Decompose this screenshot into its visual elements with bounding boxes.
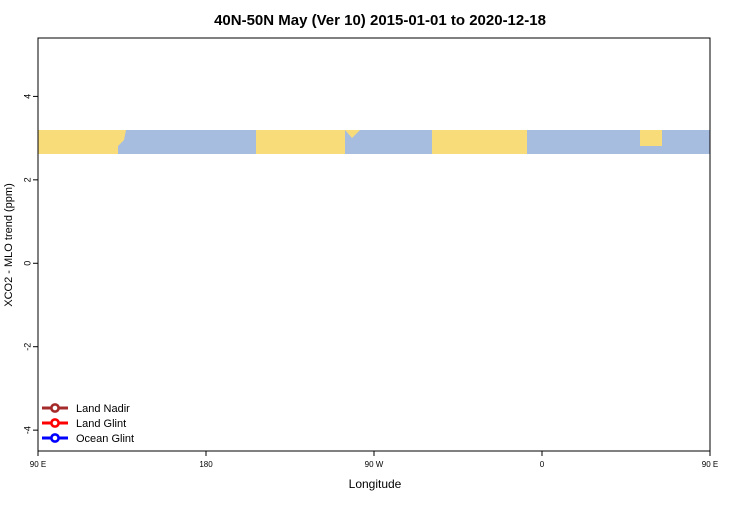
legend-swatch-marker — [50, 433, 60, 443]
legend-entry: Ocean Glint — [42, 433, 134, 445]
map-ocean — [38, 130, 710, 154]
map-land-mass-coast — [118, 130, 126, 146]
legend-label: Land Nadir — [76, 403, 130, 415]
y-tick-label: 2 — [22, 177, 32, 182]
map-land-mass-3 — [640, 130, 662, 146]
x-axis-label: Longitude — [349, 477, 402, 491]
legend-swatch-marker — [50, 403, 60, 413]
x-tick-label: 90 E — [30, 460, 46, 469]
x-tick-label: 90 E — [702, 460, 718, 469]
y-tick-label: 4 — [22, 94, 32, 99]
map-land-mass-2 — [432, 130, 527, 154]
y-tick-label: -4 — [22, 426, 32, 434]
y-axis-label: XCO2 - MLO trend (ppm) — [3, 183, 15, 306]
x-tick-label: 90 W — [365, 460, 384, 469]
map-strip — [38, 130, 710, 154]
plot-frame — [37, 37, 711, 452]
legend-label: Land Glint — [76, 418, 126, 430]
chart-title: 40N-50N May (Ver 10) 2015-01-01 to 2020-… — [214, 12, 546, 29]
map-land-mass-island — [345, 130, 360, 138]
y-axis: -4 -2 0 2 4 — [22, 94, 38, 434]
legend-swatch-marker — [50, 418, 60, 428]
legend-entry: Land Glint — [42, 418, 126, 430]
map-land-mass-0 — [38, 130, 118, 154]
y-tick-label: 0 — [22, 261, 32, 266]
map-land-mass-1 — [256, 130, 345, 154]
x-axis: 90 E 180 90 W 0 90 E — [30, 451, 718, 469]
legend: Land Nadir Land Glint Ocean Glint — [42, 403, 134, 445]
x-tick-label: 0 — [540, 460, 545, 469]
x-tick-label: 180 — [199, 460, 213, 469]
map-land — [38, 130, 662, 154]
y-tick-label: -2 — [22, 343, 32, 351]
legend-label: Ocean Glint — [76, 433, 134, 445]
legend-entry: Land Nadir — [42, 403, 130, 415]
